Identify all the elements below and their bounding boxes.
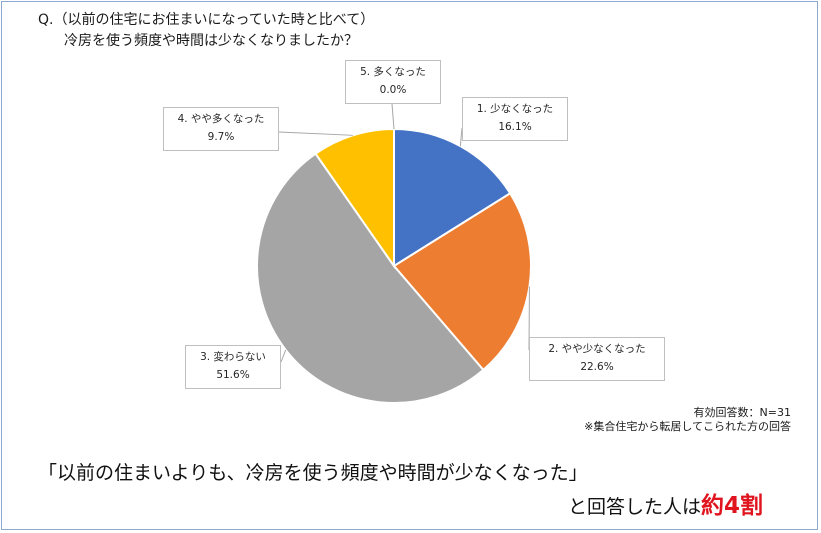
data-label-slice-1-name: 1. 少なくなった [476,103,554,115]
data-label-slice-5-name: 5. 多くなった [360,66,426,78]
data-label-slice-3-name: 3. 変わらない [200,351,266,363]
data-label-slice-5: 5. 多くなった 0.0% [345,60,441,104]
data-label-slice-3: 3. 変わらない 51.6% [185,345,281,389]
data-label-slice-2-value: 22.6% [580,361,614,373]
leader-line-1 [459,127,463,147]
data-label-slice-2-name: 2. やや少なくなった [548,343,646,355]
conclusion-line-2: と回答した人は約4割 [568,486,763,520]
conclusion-line-1: 「以前の住まいよりも、冷房を使う頻度や時間が少なくなった」 [38,462,588,484]
data-label-slice-1-value: 16.1% [498,121,532,133]
scope-note: ※集合住宅から転居してこられた方の回答 [584,420,791,433]
data-label-slice-4-name: 4. やや多くなった [177,113,265,125]
data-label-slice-4-value: 9.7% [207,131,235,143]
conclusion-highlight: 約4割 [700,493,763,519]
leader-line-4 [278,131,353,136]
data-label-slice-2: 2. やや少なくなった 22.6% [529,337,665,381]
data-label-slice-4: 4. やや多くなった 9.7% [163,107,279,151]
conclusion-prefix: と回答した人は [567,496,701,518]
data-label-slice-1: 1. 少なくなった 16.1% [462,97,568,141]
question-line-2: 冷房を使う頻度や時間は少なくなりましたか？ [64,33,358,49]
data-label-slice-3-value: 51.6% [216,369,250,381]
leader-line-3 [280,349,287,363]
sample-size-note: 有効回答数：N=31 [693,406,791,419]
pie-slice-4 [314,127,395,270]
pie-slice-1 [393,127,512,268]
leader-line-5 [391,103,395,130]
question-line-1: Q.（以前の住宅にお住まいになっていた時と比べて） [38,12,375,28]
data-label-slice-5-value: 0.0% [379,84,407,96]
